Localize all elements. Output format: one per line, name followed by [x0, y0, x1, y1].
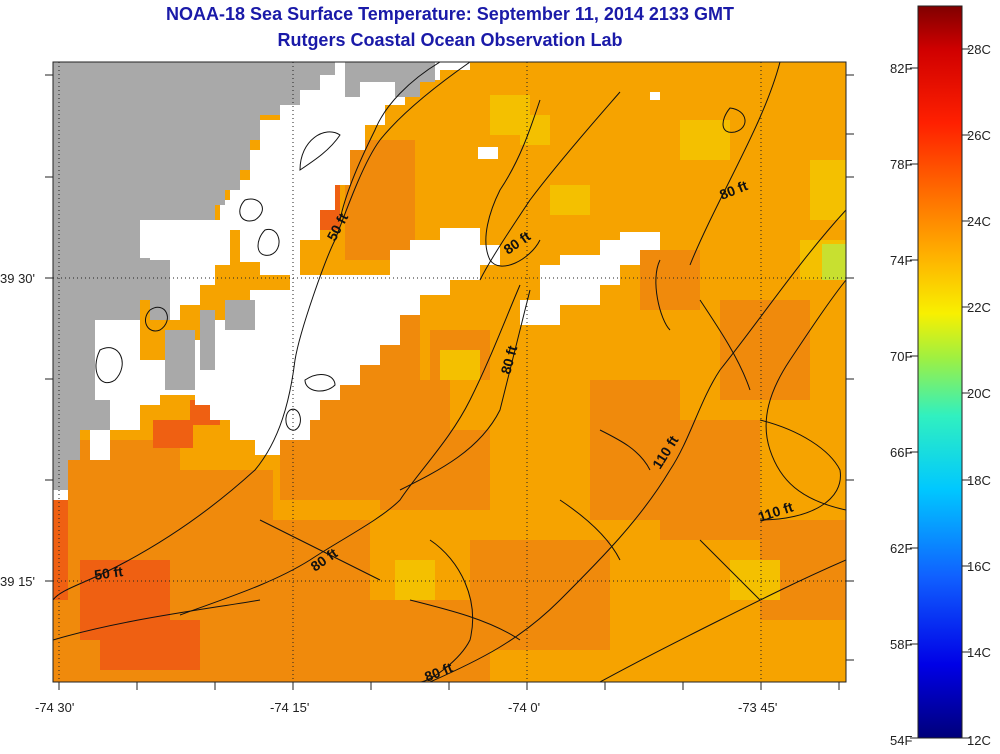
- x-tick-label-1: -74 30': [35, 700, 74, 715]
- colorbar-c-label-16: 16C: [967, 559, 991, 574]
- colorbar-f-label-74: 74F: [890, 253, 912, 268]
- colorbar-c-label-28: 28C: [967, 42, 991, 57]
- colorbar-f-label-70: 70F: [890, 349, 912, 364]
- map-subtitle: Rutgers Coastal Ocean Observation Lab: [277, 30, 623, 50]
- land-islands: [150, 62, 435, 390]
- colorbar-c-label-26: 26C: [967, 128, 991, 143]
- map-title: NOAA-18 Sea Surface Temperature: Septemb…: [166, 4, 734, 24]
- colorbar-c-label-24: 24C: [967, 214, 991, 229]
- contour-label-80ft-middle: 80 ft: [497, 344, 520, 376]
- bathymetry-contours: [53, 62, 846, 682]
- colorbar-f-label-58: 58F: [890, 637, 912, 652]
- x-tick-label-4: -73 45': [738, 700, 777, 715]
- colorbar-c-label-20: 20C: [967, 386, 991, 401]
- x-tick-label-3: -74 0': [508, 700, 540, 715]
- y-tick-label-2: 39 15': [0, 574, 35, 589]
- y-tick-label-1: 39 30': [0, 271, 35, 286]
- colorbar-c-label-22: 22C: [967, 300, 991, 315]
- colorbar-f-label-66: 66F: [890, 445, 912, 460]
- axis-ticks: [45, 74, 854, 690]
- contour-label-50ft-lower: 50 ft: [93, 563, 124, 583]
- coolest-patch: [822, 244, 846, 280]
- colorbar-f-label-82: 82F: [890, 61, 912, 76]
- colorbar: 82F 78F 74F 70F 66F 62F 58F 54F 28C 26C …: [890, 5, 991, 748]
- x-tick-label-2: -74 15': [270, 700, 309, 715]
- map-area: 50 ft 80 ft 80 ft 80 ft 110 ft 110 ft 50…: [53, 62, 846, 682]
- colorbar-f-label-62: 62F: [890, 541, 912, 556]
- colorbar-c-label-18: 18C: [967, 473, 991, 488]
- colorbar-c-label-12: 12C: [967, 733, 991, 748]
- colorbar-f-label-78: 78F: [890, 157, 912, 172]
- colorbar-f-label-54: 54F: [890, 733, 912, 748]
- land-mass: [53, 62, 335, 490]
- graticule: [53, 62, 846, 682]
- colorbar-c-label-14: 14C: [967, 645, 991, 660]
- colorbar-gradient: [917, 5, 963, 739]
